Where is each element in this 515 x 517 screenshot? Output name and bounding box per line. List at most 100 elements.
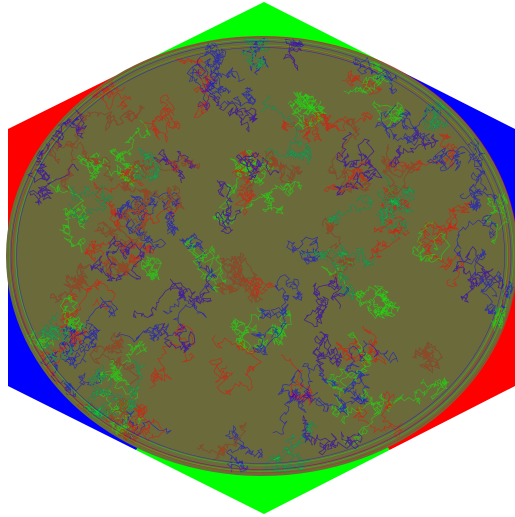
random-walk-path [119, 400, 151, 436]
random-walk-path [90, 235, 145, 282]
blob-edge-ring [12, 45, 509, 470]
random-walk-path [386, 377, 450, 413]
random-walk-path [196, 422, 247, 461]
random-walk-path [120, 153, 201, 193]
blob-edge-ring [9, 39, 514, 472]
random-walk-path [283, 38, 305, 72]
random-walk-path [277, 369, 368, 416]
random-walk-path [55, 278, 116, 332]
random-walk-path [89, 332, 140, 385]
random-walk-path [335, 326, 387, 366]
random-walk-path [136, 185, 185, 212]
random-walk-path [325, 195, 374, 227]
random-walk-path [452, 246, 504, 303]
random-walk-path [343, 61, 392, 95]
random-walk-path [98, 376, 139, 415]
random-walk-paths [9, 36, 515, 474]
random-walk-path [179, 232, 218, 318]
random-walk-path [175, 57, 216, 119]
random-walk-path [485, 193, 509, 245]
blob-edge-ring [16, 47, 505, 464]
random-walk-path [102, 397, 146, 444]
random-walk-path [184, 237, 227, 293]
random-walk-path [142, 94, 181, 143]
random-walk-path [260, 95, 313, 164]
random-walk-path [251, 308, 288, 356]
random-walk-path [380, 186, 411, 236]
random-walk-path [301, 415, 363, 456]
random-walk-path [220, 252, 256, 290]
random-walk-path [215, 180, 242, 234]
random-walk-path [113, 360, 146, 412]
random-walk-path [375, 104, 416, 140]
noise-blob [6, 36, 515, 476]
random-walk-path [341, 69, 383, 96]
random-walk-path [133, 265, 212, 319]
random-walk-path [453, 214, 497, 282]
random-walk-path [26, 143, 51, 184]
random-walk-path [320, 111, 374, 132]
random-walk-path [412, 221, 451, 263]
random-walk-path [369, 219, 401, 260]
random-walk-path [264, 180, 302, 215]
random-walk-path [262, 433, 311, 473]
random-walk-path [37, 312, 74, 362]
random-walk-path [242, 37, 269, 76]
random-walk-path [82, 364, 113, 418]
random-walk-path [29, 164, 80, 206]
random-walk-path [280, 354, 314, 407]
blob-edge-ring [9, 36, 515, 474]
random-walk-path [60, 141, 114, 192]
random-walk-path [322, 217, 355, 282]
random-walk-path [334, 131, 383, 196]
random-walk-path [115, 295, 198, 343]
random-walk-path [234, 272, 276, 299]
random-walk-path [103, 255, 130, 278]
random-walk-path [208, 334, 262, 395]
random-walk-path [243, 150, 303, 192]
random-walk-path [412, 341, 443, 374]
blob-edge-ring [15, 44, 508, 466]
random-walk-path [286, 236, 321, 265]
random-walk-path [48, 105, 146, 164]
random-walk-path [303, 276, 350, 328]
random-walk-path [109, 414, 145, 439]
random-walk-path [459, 167, 499, 212]
random-walk-path [312, 331, 343, 373]
random-walk-path [386, 105, 442, 146]
random-walk-path [241, 37, 271, 71]
random-walk-path [417, 216, 464, 288]
random-walk-path [96, 341, 148, 385]
random-walk-path [94, 199, 147, 249]
random-walk-path [209, 95, 258, 133]
random-walk-path [115, 235, 155, 276]
random-walk-path [287, 93, 327, 124]
random-walk-path [340, 389, 388, 447]
random-walk-path [93, 159, 155, 228]
random-walk-path [60, 296, 119, 370]
random-walk-path [59, 323, 102, 365]
random-walk-path [140, 255, 163, 281]
random-walk-path [232, 168, 257, 216]
random-walk-path [270, 274, 304, 316]
random-walk-path [420, 201, 472, 249]
random-walk-path [372, 100, 405, 128]
random-walk-path [84, 204, 182, 265]
random-walk-path [190, 67, 245, 97]
random-walk-path [281, 111, 332, 143]
random-walk-path [125, 200, 167, 259]
random-walk-path [158, 322, 196, 354]
random-walk-path [376, 172, 408, 242]
random-walk-path [422, 100, 452, 132]
random-walk-path [332, 247, 379, 301]
random-walk-path [133, 147, 163, 182]
random-walk-path [326, 331, 372, 418]
random-walk-path [229, 307, 269, 354]
random-walk-path [50, 262, 91, 303]
random-walk-path [272, 363, 339, 435]
random-walk-path [383, 185, 415, 220]
random-walk-path [60, 294, 87, 331]
random-walk-path [68, 185, 114, 224]
